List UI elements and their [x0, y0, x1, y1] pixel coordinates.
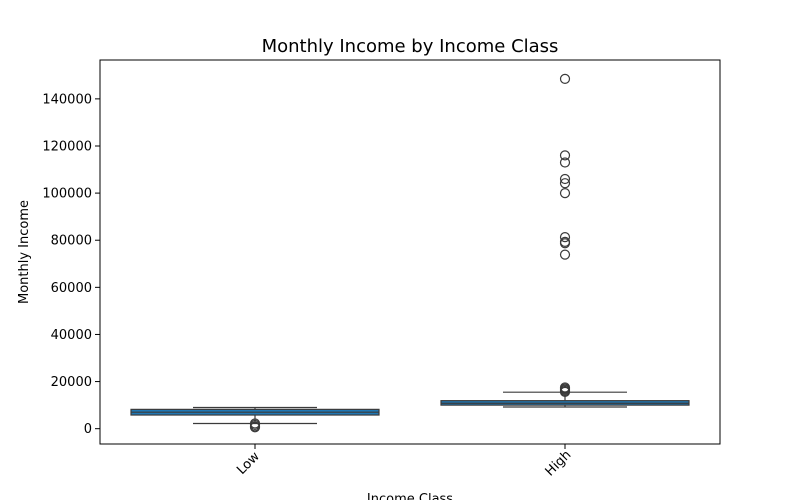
x-tick-label: High	[543, 448, 575, 480]
outlier-point	[559, 382, 571, 393]
chart-title: Monthly Income by Income Class	[262, 36, 559, 57]
outlier-point	[559, 232, 571, 243]
y-tick-label: 40000	[51, 328, 92, 343]
y-tick-label: 100000	[42, 187, 92, 202]
outlier-point	[559, 73, 571, 84]
outlier-point	[559, 178, 571, 189]
outlier-point	[559, 150, 571, 161]
y-tick-label: 140000	[42, 92, 92, 107]
y-tick-label: 80000	[51, 234, 92, 249]
y-tick-label: 20000	[51, 375, 92, 390]
y-tick-label: 60000	[51, 281, 92, 296]
outlier-point	[559, 188, 571, 199]
outlier-point	[559, 236, 571, 247]
outlier-point	[559, 173, 571, 185]
outlier-point	[559, 157, 571, 168]
y-tick-label: 0	[84, 422, 92, 437]
x-axis-label: Income Class	[367, 492, 453, 500]
y-axis-label: Monthly Income	[17, 200, 32, 304]
x-tick-label: Low	[234, 449, 263, 478]
y-tick-label: 120000	[42, 139, 92, 154]
plot-area: 0 20000 40000 60000 80000 100000 120000 140000 L…	[42, 59, 721, 480]
outlier-point	[559, 249, 571, 260]
outlier-point	[249, 422, 261, 433]
plot-frame	[99, 59, 721, 445]
